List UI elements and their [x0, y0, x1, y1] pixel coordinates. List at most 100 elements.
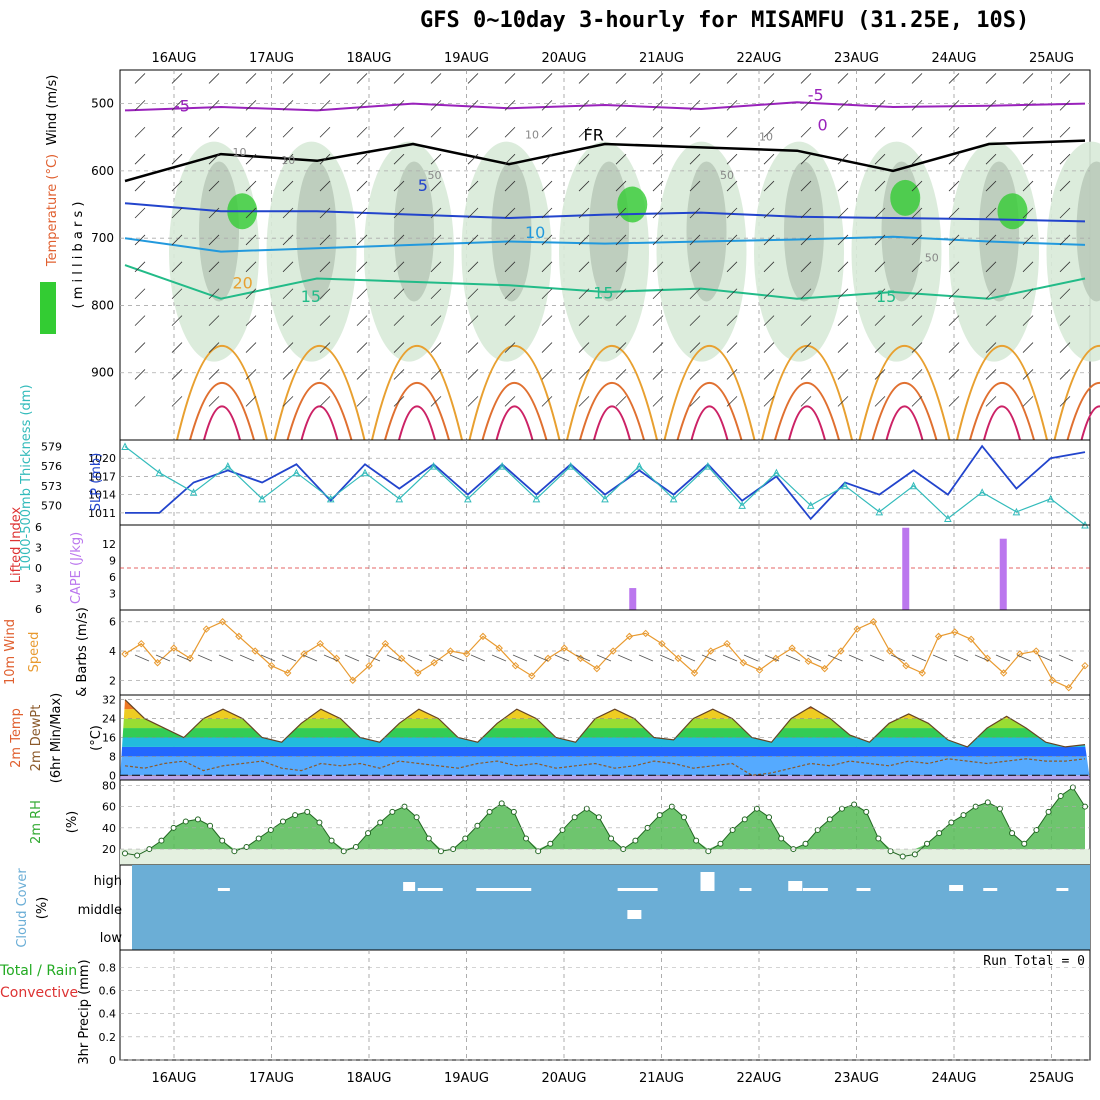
wind-barb — [282, 396, 294, 407]
wind-speed-marker — [316, 639, 324, 648]
wind-barb — [467, 342, 479, 353]
y-tick-label: 0.8 — [99, 961, 117, 974]
temp-contour-20 — [858, 345, 951, 441]
wind-barb — [1022, 234, 1034, 246]
temp-contour-20 — [663, 345, 756, 441]
wind-barb — [171, 288, 183, 300]
contour-label: FR — [584, 126, 604, 145]
wind-barb — [726, 207, 738, 219]
wind-barb — [911, 207, 923, 219]
temp-contour-20 — [176, 345, 268, 441]
wind-barb — [1022, 342, 1034, 353]
wind-barb — [504, 207, 516, 219]
y-tick-label: 6 — [109, 616, 116, 629]
wind-barb — [726, 288, 738, 300]
wind-barb — [541, 73, 553, 84]
temp-contour-30 — [398, 405, 436, 441]
wind-barb — [245, 396, 257, 407]
wind-barb — [800, 100, 812, 111]
wind-barb — [245, 234, 257, 246]
wind-speed-marker — [284, 669, 292, 677]
wind-barb — [245, 369, 257, 380]
thickness-line — [124, 446, 1086, 526]
wind-barb — [218, 654, 234, 662]
wind-barb — [319, 207, 331, 219]
y-tick-label: 1017 — [88, 470, 116, 483]
wind-barb — [1022, 207, 1034, 219]
axis-label-millibars: ( m i l l i b a r s ) — [71, 202, 86, 309]
x-tick-label-top: 18AUG — [346, 51, 391, 66]
x-tick-label-bottom: 21AUG — [639, 1071, 684, 1086]
rh-marker — [437, 848, 444, 855]
wind-barb — [356, 315, 368, 326]
wind-barb — [985, 207, 997, 219]
wind-speed-marker — [609, 647, 617, 655]
wind-barb — [689, 396, 701, 407]
wind-barb — [1059, 342, 1071, 353]
wind-barb — [356, 73, 368, 84]
rh-marker — [753, 805, 760, 812]
wind-barb — [134, 153, 146, 165]
temp-contour-20 — [273, 345, 366, 441]
wind-barb — [985, 126, 997, 138]
wind-barb — [1022, 315, 1034, 326]
rh-marker — [122, 850, 128, 857]
wind-barb — [319, 73, 331, 84]
wind-barb — [911, 100, 923, 111]
wind-barb — [578, 234, 590, 246]
wind-barb — [615, 369, 627, 380]
wind-speed-marker — [349, 676, 357, 685]
rh-marker — [523, 835, 530, 842]
wind10m-panel: 2 4 6 — [109, 609, 1091, 696]
wind-barb — [491, 654, 507, 662]
wind-barb — [245, 261, 257, 273]
wind-barb — [827, 654, 843, 662]
rh-marker — [425, 835, 432, 842]
wind-barb — [208, 126, 220, 138]
wind-barb — [282, 288, 294, 300]
wind-speed-marker — [951, 628, 959, 636]
rh-marker — [1069, 784, 1076, 791]
wind-barb — [282, 342, 294, 353]
rh-marker — [279, 818, 286, 825]
wind-barb — [911, 126, 923, 138]
wind-speed-marker — [934, 632, 943, 641]
wind-speed-marker — [690, 669, 699, 677]
wind-barb — [800, 261, 812, 273]
wind-barb — [615, 342, 627, 353]
wind-barb — [652, 153, 664, 165]
wind-barb — [874, 396, 886, 407]
wind-barb — [763, 153, 775, 165]
wind-barb — [393, 369, 405, 380]
wind-barb — [134, 288, 146, 300]
wind-barb — [874, 153, 886, 165]
temp-contour-25 — [969, 381, 1035, 441]
wind-barb — [134, 100, 146, 111]
wind-barb — [541, 396, 553, 407]
wind-speed-marker — [967, 635, 975, 644]
rh-marker — [766, 814, 773, 821]
wind-barb — [323, 654, 339, 662]
wind-barb — [985, 234, 997, 246]
wind-barb — [837, 73, 849, 84]
wind-barb — [319, 315, 331, 326]
y-tick-label: 500 — [91, 97, 114, 111]
y-tick-label: 1014 — [88, 489, 116, 502]
wind-barb — [743, 654, 759, 662]
wind-barb — [800, 396, 812, 407]
y-tick-label: 0.2 — [99, 1031, 117, 1044]
temp-line — [124, 699, 1086, 748]
wind-barb — [1022, 369, 1034, 380]
rh-marker — [498, 800, 505, 807]
cloud-cell — [417, 888, 443, 891]
wind-barb — [208, 180, 220, 192]
wind-barb — [985, 315, 997, 326]
thickness-marker — [566, 462, 575, 470]
thickness-marker — [669, 494, 678, 503]
rh-marker — [826, 816, 833, 823]
wind-barb — [806, 654, 822, 662]
wind-barb — [282, 261, 294, 273]
wind-barb — [578, 315, 590, 326]
y-tick-label: 1011 — [88, 507, 116, 520]
